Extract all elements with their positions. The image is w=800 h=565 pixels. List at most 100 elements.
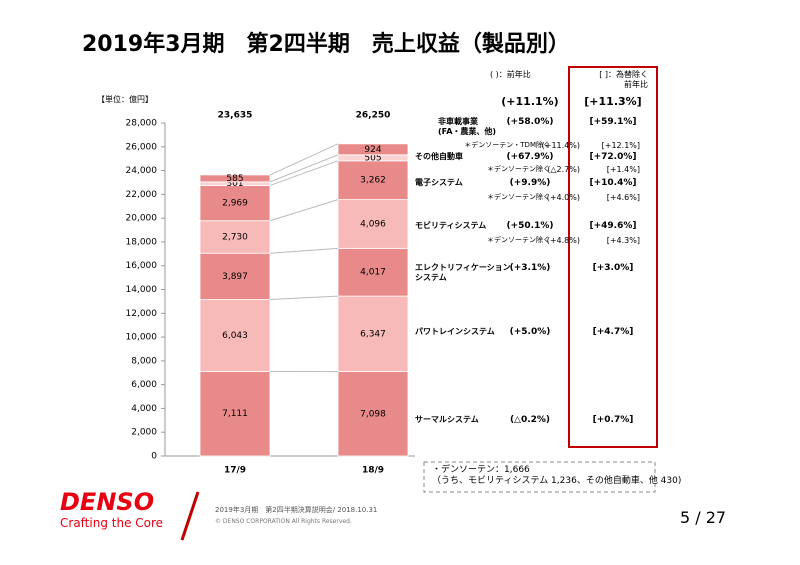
y-tick-label: 20,000 (126, 214, 158, 224)
growth: (△0.2%) (509, 415, 551, 425)
sub-growth-ex-fx: [+1.4%] (606, 165, 640, 174)
connector-line (269, 247, 339, 254)
bar-segment (337, 199, 409, 249)
note-box (423, 461, 656, 493)
y-tick-label: 16,000 (126, 261, 158, 271)
y-tick-label: 28,000 (126, 119, 158, 129)
unit-label: 【単位：億円】 (97, 95, 153, 104)
y-tick-label: 24,000 (126, 166, 158, 176)
growth: (+3.1%) (509, 263, 551, 273)
bar-segment (199, 220, 271, 254)
series-name: エレクトリフィケーション システム (415, 263, 511, 282)
y-tick-label: 4,000 (131, 404, 157, 414)
y-tick-label: 18,000 (126, 237, 158, 247)
series-name: その他自動車 (415, 152, 463, 161)
sub-label: ＊デンソーテン除く (487, 165, 550, 173)
bar-segment (337, 247, 409, 297)
sub-growth: (+4.8%) (546, 236, 580, 245)
connector-line (269, 160, 339, 186)
sub-growth: (+11.4%) (541, 141, 580, 150)
sub-growth-ex-fx: [+4.3%] (606, 236, 640, 245)
bar-segment (337, 160, 409, 201)
y-tick-label: 26,000 (126, 142, 158, 152)
slide-title: 2019年3月期 第2四半期 売上収益（製品別） (82, 32, 570, 57)
highlight-box (568, 66, 658, 448)
note-text: ・デンソーテン：1,666 （うち、モビリティシステム 1,236、その他自動車… (432, 465, 682, 486)
value-label: 4,017 (360, 268, 386, 278)
series-name: モビリティシステム (415, 221, 487, 230)
value-label: 6,043 (222, 331, 248, 341)
bar-segment (337, 143, 409, 156)
x-tick-label: 18/9 (362, 466, 384, 476)
total-growth-ex-fx: [+11.3%] (584, 95, 642, 108)
total-label: 23,635 (218, 111, 253, 121)
x-tick-label: 17/9 (224, 466, 246, 476)
tagline: Crafting the Core (60, 516, 164, 530)
y-tick-label: 2,000 (131, 428, 157, 438)
value-label: 2,969 (222, 199, 248, 209)
growth-ex-fx: [+3.0%] (592, 263, 634, 273)
y-tick-label: 0 (151, 452, 157, 462)
value-label: 7,098 (360, 409, 386, 419)
growth-ex-fx: [+10.4%] (589, 178, 637, 188)
footer-event: 2019年3月期 第2四半期決算説明会/ 2018.10.31 (215, 506, 378, 514)
sub-growth: (+4.0%) (546, 193, 580, 202)
series-name: パワトレインシステム (415, 327, 495, 336)
value-label: 301 (226, 179, 243, 189)
connector-line (269, 199, 339, 222)
value-label: 3,262 (360, 176, 386, 186)
y-tick-label: 8,000 (131, 356, 157, 366)
total-label: 26,250 (356, 111, 391, 121)
copyright: © DENSO CORPORATION All Rights Reserved. (215, 518, 352, 525)
value-label: 924 (364, 145, 381, 155)
bar-segment (199, 371, 271, 457)
sub-growth: (△2.7%) (547, 165, 580, 174)
value-label: 6,347 (360, 329, 386, 339)
growth: (+5.0%) (509, 327, 551, 337)
growth-note: ( )：前年比 (490, 70, 531, 79)
total-growth: (+11.1%) (501, 95, 559, 108)
y-tick-label: 10,000 (126, 333, 158, 343)
growth-ex-fx: [+49.6%] (589, 221, 637, 231)
bar-segment (337, 371, 409, 457)
value-label: 7,111 (222, 409, 248, 419)
y-tick-label: 22,000 (126, 190, 158, 200)
y-tick-label: 12,000 (126, 309, 158, 319)
brand: DENSO (60, 488, 155, 516)
connector-line (269, 154, 339, 183)
y-tick-label: 14,000 (126, 285, 158, 295)
bar-segment (337, 295, 409, 372)
series-name: 電子システム (415, 178, 463, 187)
series-name: 非車載事業 (FA・農業、他) (438, 117, 497, 136)
connector-line (269, 143, 339, 176)
connector-line (269, 295, 339, 301)
sub-growth-ex-fx: [+4.6%] (606, 193, 640, 202)
bar-segment (199, 174, 271, 183)
growth: (+50.1%) (506, 221, 554, 231)
value-label: 4,096 (360, 219, 386, 229)
page-number: 5 / 27 (680, 508, 727, 527)
divider (180, 491, 200, 541)
value-label: 585 (226, 174, 243, 184)
sub-label: ＊デンソーテン除く (487, 193, 550, 201)
series-name: サーマルシステム (415, 415, 479, 424)
bar-segment (199, 299, 271, 372)
growth: (+67.9%) (506, 152, 554, 162)
growth: (+9.9%) (509, 178, 551, 188)
growth-ex-fx: [+72.0%] (589, 152, 637, 162)
sub-label: ＊デンソーテン除く (487, 236, 550, 244)
value-label: 505 (364, 153, 381, 163)
growth-ex-fx: [+59.1%] (589, 117, 637, 127)
value-label: 2,730 (222, 232, 248, 242)
bar-segment (199, 185, 271, 222)
growth-ex-fx: [+0.7%] (592, 415, 634, 425)
fx-note: [ ]：為替除く 前年比 (599, 70, 648, 89)
y-tick-label: 6,000 (131, 380, 157, 390)
value-label: 3,897 (222, 272, 248, 282)
growth-ex-fx: [+4.7%] (592, 327, 634, 337)
sub-growth-ex-fx: [+12.1%] (601, 141, 640, 150)
sub-label: ＊デンソーテン・TDM除く (464, 141, 550, 149)
growth: (+58.0%) (506, 117, 554, 127)
